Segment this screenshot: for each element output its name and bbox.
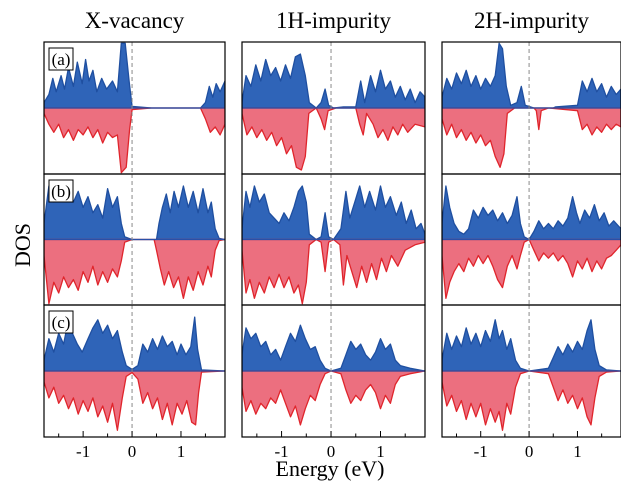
spin-down-dos-area xyxy=(242,108,425,170)
x-axis-ticks: -1 0 1 xyxy=(59,431,206,461)
column-title: 1H-impurity xyxy=(276,8,391,33)
x-tick-label: 0 xyxy=(525,442,534,461)
spin-up-dos-area xyxy=(242,186,425,240)
spin-up-dos-area xyxy=(242,325,425,371)
dos-panel xyxy=(442,305,621,437)
spin-up-dos-area xyxy=(442,186,621,240)
dos-panel: (a) xyxy=(44,42,225,174)
row-label: (b) xyxy=(51,182,71,201)
column-title: 2H-impurity xyxy=(474,8,589,33)
dos-panel: (c) xyxy=(44,305,225,437)
x-axis-ticks: -1 0 1 xyxy=(457,431,602,461)
spin-down-dos-area xyxy=(442,108,621,167)
spin-down-dos-area xyxy=(442,240,621,299)
spin-up-dos-area xyxy=(242,54,425,108)
dos-panel xyxy=(242,174,425,305)
spin-down-dos-area xyxy=(44,108,225,173)
x-axis-label: Energy (eV) xyxy=(276,456,385,481)
spin-up-dos-area xyxy=(442,43,621,108)
x-tick-label: -1 xyxy=(474,442,488,461)
dos-panel xyxy=(242,305,425,437)
x-tick-label: 1 xyxy=(573,442,582,461)
panel-grid: (a)(b)(c)-1 0 1 -1 0 1 -1 0 1 xyxy=(44,42,621,461)
spin-down-dos-area xyxy=(242,240,425,304)
dos-panel xyxy=(442,42,621,174)
spin-down-dos-area xyxy=(44,240,225,304)
row-label: (a) xyxy=(52,50,71,69)
column-titles: X-vacancy 1H-impurity 2H-impurity xyxy=(85,8,590,33)
x-tick-label: 1 xyxy=(177,442,186,461)
x-tick-label: 0 xyxy=(128,442,137,461)
column-title: X-vacancy xyxy=(85,8,185,33)
spin-down-dos-area xyxy=(442,371,621,430)
spin-up-dos-area xyxy=(442,320,621,371)
dos-panel xyxy=(242,42,425,174)
x-tick-label: -1 xyxy=(76,442,90,461)
row-label: (c) xyxy=(52,313,71,332)
dos-panel xyxy=(442,174,621,305)
spin-down-dos-area xyxy=(242,371,425,425)
spin-down-dos-area xyxy=(44,371,225,430)
dos-panel: (b) xyxy=(44,174,225,305)
y-axis-label: DOS xyxy=(10,223,35,267)
